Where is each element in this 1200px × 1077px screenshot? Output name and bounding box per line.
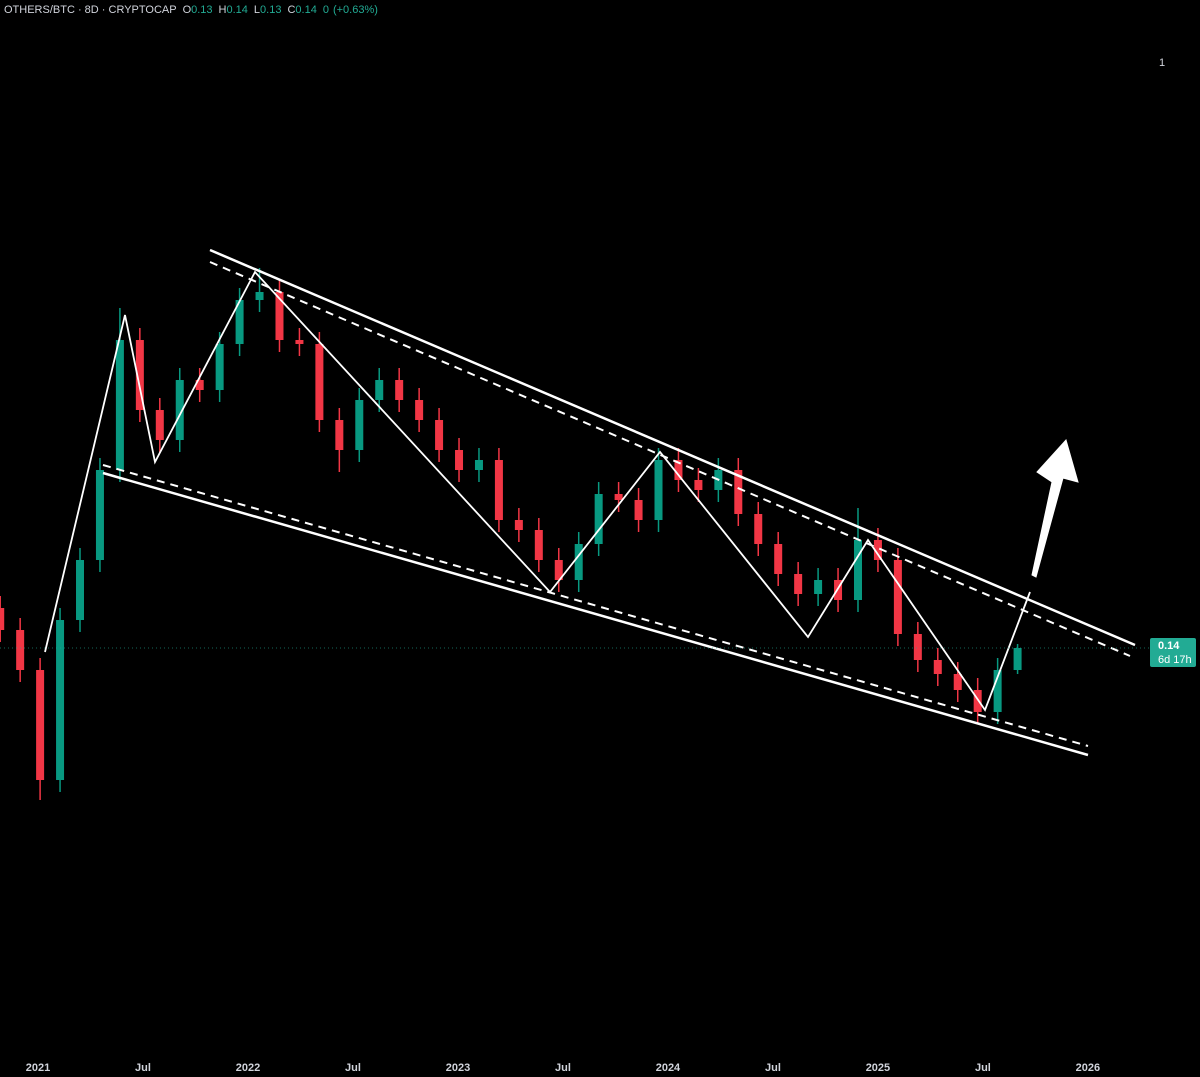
- candle-body: [794, 574, 803, 594]
- x-tick-label: Jul: [555, 1062, 571, 1074]
- candle-body: [993, 670, 1002, 712]
- ohlc-value: 0.14: [226, 4, 248, 16]
- candle-body: [913, 634, 922, 660]
- ohlc-value: 0.13: [260, 4, 282, 16]
- x-tick-label: Jul: [345, 1062, 361, 1074]
- candle-body: [1013, 648, 1022, 670]
- candle-body: [893, 560, 902, 634]
- candle-body: [694, 480, 703, 490]
- upper-dashed-line: [209, 261, 1131, 657]
- ohlc-label: H: [218, 4, 227, 16]
- candle-body: [115, 340, 124, 470]
- upper-trendline: [209, 248, 1136, 647]
- candle-body: [95, 470, 104, 560]
- candle-body: [474, 460, 483, 470]
- ohlc-value: 0.14: [295, 4, 317, 16]
- price-label: 0.14: [1158, 640, 1180, 652]
- candle-body: [534, 530, 543, 560]
- candle-body: [56, 620, 65, 780]
- candle-body: [0, 608, 5, 630]
- x-tick-label: 2025: [866, 1062, 890, 1074]
- x-tick-label: 2021: [26, 1062, 50, 1074]
- ohlc-label: O: [182, 4, 192, 16]
- candle-body: [754, 514, 763, 544]
- candle-body: [674, 460, 683, 480]
- candle-body: [355, 400, 364, 450]
- candle-body: [435, 420, 444, 450]
- candle-body: [335, 420, 344, 450]
- header: OTHERS/BTC · 8D · CRYPTOCAP O0.13 H0.14 L0.…: [4, 4, 384, 16]
- candle-body: [395, 380, 404, 400]
- candle-body: [235, 300, 244, 344]
- candle-body: [614, 494, 623, 500]
- candle-body: [554, 560, 563, 580]
- candle-body: [933, 660, 942, 674]
- arrow: [1031, 438, 1079, 578]
- price-label-box: [1150, 638, 1196, 667]
- candle-body: [36, 670, 45, 780]
- zigzag: [44, 270, 1031, 712]
- candle-body: [76, 560, 85, 620]
- candle-body: [215, 344, 224, 390]
- candle-body: [315, 344, 324, 420]
- corner-label: 1: [1159, 57, 1165, 69]
- symbol: OTHERS/BTC · 8D · CRYPTOCAP: [4, 4, 177, 16]
- change: 0: [322, 4, 329, 16]
- lower-dashed-line: [102, 464, 1089, 747]
- ohlc-label: L: [253, 4, 261, 16]
- candle-body: [135, 340, 144, 410]
- x-tick-label: 2024: [656, 1062, 681, 1074]
- candle-body: [295, 340, 304, 344]
- candle-body: [514, 520, 523, 530]
- candle-body: [594, 494, 603, 544]
- candle-body: [574, 544, 583, 580]
- candle-body: [654, 460, 663, 520]
- candle-body: [634, 500, 643, 520]
- x-tick-label: 2022: [236, 1062, 260, 1074]
- candle-body: [255, 292, 264, 300]
- change-pct: (+0.63%): [332, 4, 378, 16]
- candle-body: [275, 292, 284, 340]
- candle-body: [853, 540, 862, 600]
- countdown: 6d 17h: [1158, 654, 1192, 666]
- ohlc-value: 0.13: [191, 4, 213, 16]
- x-tick-label: 2026: [1076, 1062, 1100, 1074]
- candles: [0, 268, 1022, 800]
- x-tick-label: 2023: [446, 1062, 470, 1074]
- candle-body: [415, 400, 424, 420]
- candle-body: [494, 460, 503, 520]
- x-tick-label: Jul: [135, 1062, 151, 1074]
- candle-body: [774, 544, 783, 574]
- candle-body: [16, 630, 25, 670]
- lower-trendline: [102, 471, 1089, 757]
- candle-body: [155, 410, 164, 440]
- candle-body: [375, 380, 384, 400]
- ohlc-label: C: [287, 4, 296, 16]
- drawings: [44, 248, 1136, 757]
- candle-body: [175, 380, 184, 440]
- x-tick-label: Jul: [975, 1062, 991, 1074]
- x-tick-label: Jul: [765, 1062, 781, 1074]
- candle-body: [455, 450, 464, 470]
- candle-body: [814, 580, 823, 594]
- candle-body: [734, 470, 743, 514]
- candle-body: [973, 690, 982, 712]
- candle-body: [873, 540, 882, 560]
- candle-body: [195, 380, 204, 390]
- candle-body: [953, 674, 962, 690]
